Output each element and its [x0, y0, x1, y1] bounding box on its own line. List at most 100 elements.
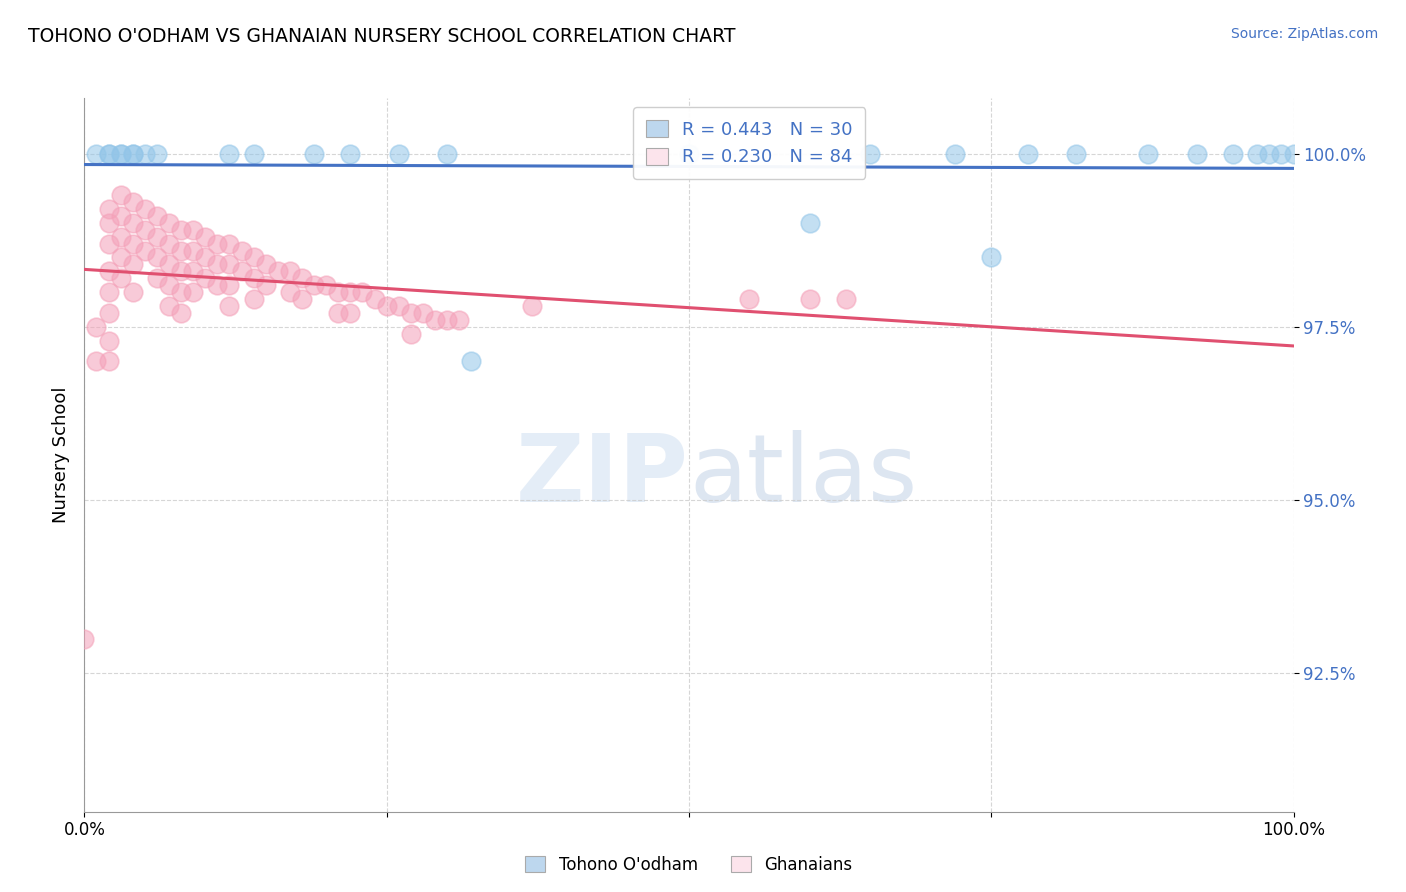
Point [980, 251, 1002, 265]
Point [170, 306, 193, 320]
Point [134, 146, 156, 161]
Point [242, 271, 264, 285]
Point [399, 306, 422, 320]
Point [121, 216, 143, 230]
Point [678, 146, 700, 161]
Point [97, 146, 120, 161]
Point [86, 319, 108, 334]
Point [460, 354, 482, 368]
Point [110, 146, 132, 161]
Point [242, 292, 264, 306]
Point [423, 313, 446, 327]
Point [121, 285, 143, 299]
Point [134, 223, 156, 237]
Point [97, 146, 120, 161]
Point [291, 271, 314, 285]
Point [1017, 146, 1039, 161]
Text: atlas: atlas [689, 430, 917, 523]
Point [218, 257, 240, 271]
Point [181, 264, 204, 278]
Point [121, 146, 143, 161]
Point [799, 216, 821, 230]
Point [218, 299, 240, 313]
Point [291, 292, 314, 306]
Text: TOHONO O'ODHAM VS GHANAIAN NURSERY SCHOOL CORRELATION CHART: TOHONO O'ODHAM VS GHANAIAN NURSERY SCHOO… [28, 27, 735, 45]
Point [170, 285, 193, 299]
Point [170, 264, 193, 278]
Point [231, 264, 253, 278]
Point [799, 292, 821, 306]
Point [218, 236, 240, 251]
Point [328, 306, 350, 320]
Point [254, 257, 277, 271]
Point [835, 292, 858, 306]
Point [412, 306, 434, 320]
Point [170, 244, 193, 258]
Text: ZIP: ZIP [516, 430, 689, 523]
Point [157, 257, 180, 271]
Point [388, 146, 411, 161]
Point [157, 299, 180, 313]
Point [231, 244, 253, 258]
Point [194, 251, 217, 265]
Point [207, 257, 229, 271]
Point [121, 257, 143, 271]
Point [1222, 146, 1244, 161]
Point [278, 285, 301, 299]
Point [134, 202, 156, 216]
Point [339, 306, 361, 320]
Point [218, 146, 240, 161]
Point [146, 271, 169, 285]
Point [157, 278, 180, 293]
Point [146, 251, 169, 265]
Point [207, 278, 229, 293]
Point [520, 299, 543, 313]
Point [352, 285, 374, 299]
Point [1064, 146, 1087, 161]
Point [302, 146, 325, 161]
Point [363, 292, 385, 306]
Point [943, 146, 966, 161]
Point [388, 299, 411, 313]
Point [97, 216, 120, 230]
Point [181, 285, 204, 299]
Point [86, 146, 108, 161]
Point [278, 264, 301, 278]
Point [110, 271, 132, 285]
Point [207, 236, 229, 251]
Point [242, 146, 264, 161]
Y-axis label: Nursery School: Nursery School [52, 386, 70, 524]
Point [97, 285, 120, 299]
Point [302, 278, 325, 293]
Text: Source: ZipAtlas.com: Source: ZipAtlas.com [1230, 27, 1378, 41]
Point [157, 216, 180, 230]
Point [146, 229, 169, 244]
Point [97, 306, 120, 320]
Point [121, 236, 143, 251]
Point [339, 285, 361, 299]
Point [121, 146, 143, 161]
Point [328, 285, 350, 299]
Point [73, 632, 96, 646]
Point [339, 146, 361, 161]
Point [436, 146, 458, 161]
Point [1270, 146, 1292, 161]
Point [97, 202, 120, 216]
Point [1246, 146, 1268, 161]
Point [110, 209, 132, 223]
Point [97, 354, 120, 368]
Point [110, 146, 132, 161]
Point [449, 313, 471, 327]
Point [146, 146, 169, 161]
Point [181, 223, 204, 237]
Legend: Tohono O'odham, Ghanaians: Tohono O'odham, Ghanaians [513, 844, 865, 886]
Point [1282, 146, 1305, 161]
Point [121, 195, 143, 210]
Point [97, 264, 120, 278]
Point [1185, 146, 1208, 161]
Point [436, 313, 458, 327]
Point [1258, 146, 1281, 161]
Point [1137, 146, 1160, 161]
Point [97, 334, 120, 348]
Point [315, 278, 337, 293]
